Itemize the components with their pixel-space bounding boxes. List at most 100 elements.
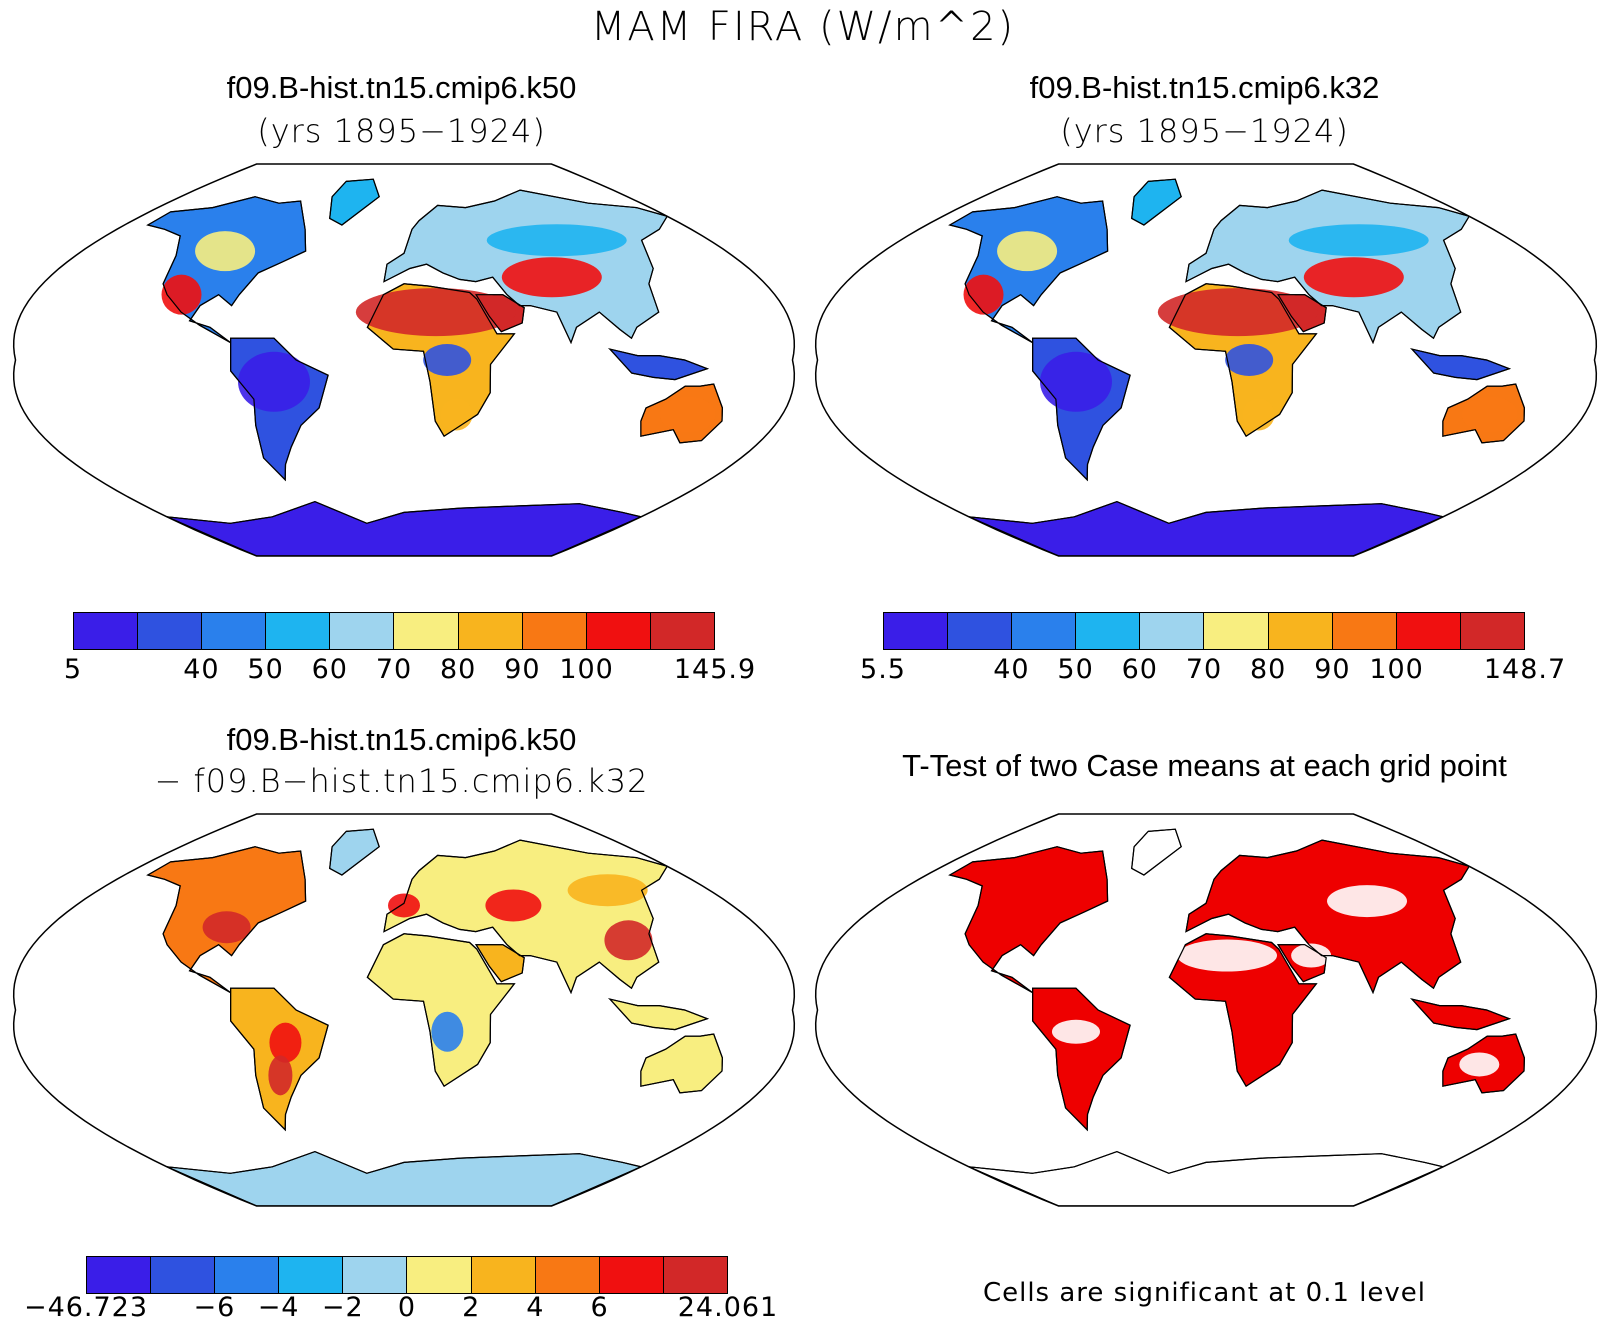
colorbar-cell [535, 1257, 600, 1293]
data-region [1225, 344, 1274, 376]
panel-subtitle-diff: − f09.B−hist.tn15.cmip6.k32 [154, 762, 649, 800]
coastline [366, 283, 516, 438]
colorbar-cell [1332, 613, 1397, 649]
colorbar-cell [394, 613, 459, 649]
data-region [195, 231, 256, 272]
coastline [329, 828, 380, 876]
panel-subtitle-k32: (yrs 1895−1924) [1060, 112, 1349, 150]
coastline [146, 196, 307, 344]
colorbar-cell [522, 613, 587, 649]
colorbar-tick-label: 50 [247, 654, 284, 685]
colorbar-cell [202, 613, 267, 649]
data-region [1242, 398, 1275, 431]
colorbar-ticks-k50: 5 40 50 60 70 80 90 100 145.9 [64, 654, 755, 688]
data-region [963, 274, 1004, 315]
coastline [230, 987, 329, 1132]
data-region [567, 874, 648, 907]
colorbar-cell [650, 613, 714, 649]
data-region [423, 344, 472, 376]
coastline [1168, 933, 1318, 1088]
coastline [608, 348, 710, 381]
coastline [1410, 348, 1512, 381]
coastline [1168, 283, 1318, 438]
colorbar-cell [1396, 613, 1461, 649]
colorbar-tick-label: −4 [257, 1292, 300, 1323]
map-k50 [12, 163, 796, 557]
data-region [1291, 943, 1332, 968]
data-region [1039, 351, 1112, 412]
data-region [1288, 224, 1429, 257]
data-region [997, 231, 1058, 272]
colorbar-cell [948, 613, 1013, 649]
figure-title: MAM FIRA (W/m^2) [590, 4, 1016, 50]
data-region [1177, 939, 1278, 972]
colorbar-cell [884, 613, 949, 649]
data-region [1461, 396, 1518, 433]
data-region [355, 288, 516, 337]
colorbar-cell [1140, 613, 1205, 649]
colorbar-tick-label: 24.061 [677, 1292, 779, 1323]
colorbar-cell [343, 1257, 408, 1293]
coastline [1277, 294, 1327, 333]
data-region [659, 396, 716, 433]
data-region [269, 1022, 302, 1063]
colorbar-tick-label: 80 [1250, 654, 1287, 685]
coastline [1131, 828, 1182, 876]
colorbar-tick-label: −2 [321, 1292, 364, 1323]
colorbar-k32 [883, 612, 1525, 650]
colorbar-cell [215, 1257, 280, 1293]
colorbar-k50 [73, 612, 715, 650]
colorbar-cell [663, 1257, 727, 1293]
colorbar-tick-label: 40 [183, 654, 220, 685]
colorbar-tick-label: 6 [590, 1292, 609, 1323]
coastline [383, 189, 669, 345]
coastline [1032, 987, 1131, 1132]
panel-subtitle-k50: (yrs 1895−1924) [257, 112, 546, 150]
map-outline [814, 813, 1598, 1207]
coastline [1442, 1033, 1526, 1094]
colorbar-tick-label: 100 [559, 654, 614, 685]
coastline [1410, 998, 1512, 1031]
colorbar-cell [151, 1257, 216, 1293]
colorbar-tick-label: 70 [375, 654, 413, 685]
landmass [948, 846, 1109, 994]
colorbar-cell [1076, 613, 1141, 649]
colorbar-tick-label: 5 [63, 654, 83, 685]
data-region [501, 257, 602, 298]
colorbar-cell [1268, 613, 1333, 649]
data-region [268, 1055, 293, 1096]
coastline [608, 998, 710, 1031]
colorbar-tick-label: −46.723 [23, 1292, 149, 1323]
colorbar-cell [266, 613, 331, 649]
landmass [1032, 987, 1131, 1132]
colorbar-cell [407, 1257, 472, 1293]
coastline [1442, 383, 1526, 444]
colorbar-cell [279, 1257, 344, 1293]
colorbar-cell [471, 1257, 536, 1293]
coastline [1032, 337, 1131, 482]
colorbar-tick-label: 90 [1314, 654, 1351, 685]
colorbar-cell [1460, 613, 1524, 649]
panel-title-diff: f09.B-hist.tn15.cmip6.k50 [226, 722, 577, 757]
colorbar-ticks-k32: 5.5 40 50 60 70 80 90 100 148.7 [860, 654, 1565, 688]
colorbar-tick-label: 80 [440, 654, 477, 685]
colorbar-tick-label: 70 [1185, 654, 1223, 685]
colorbar-cell [1012, 613, 1077, 649]
map-difference [12, 813, 796, 1207]
data-region [202, 911, 251, 944]
colorbar-tick-label: 5.5 [860, 654, 906, 685]
map-ttest [814, 813, 1598, 1207]
data-region [1459, 1052, 1500, 1077]
data-region [388, 893, 420, 918]
data-region [237, 351, 310, 412]
colorbar-tick-label: −6 [193, 1292, 236, 1323]
map-outline [814, 163, 1598, 557]
coastline [948, 846, 1109, 994]
significance-note: Cells are significant at 0.1 level [982, 1278, 1427, 1308]
map-k32 [814, 163, 1598, 557]
coastline [1131, 178, 1182, 226]
colorbar-cell [330, 613, 395, 649]
coastline [640, 1033, 724, 1094]
data-region [161, 274, 202, 315]
colorbar-cell [138, 613, 203, 649]
